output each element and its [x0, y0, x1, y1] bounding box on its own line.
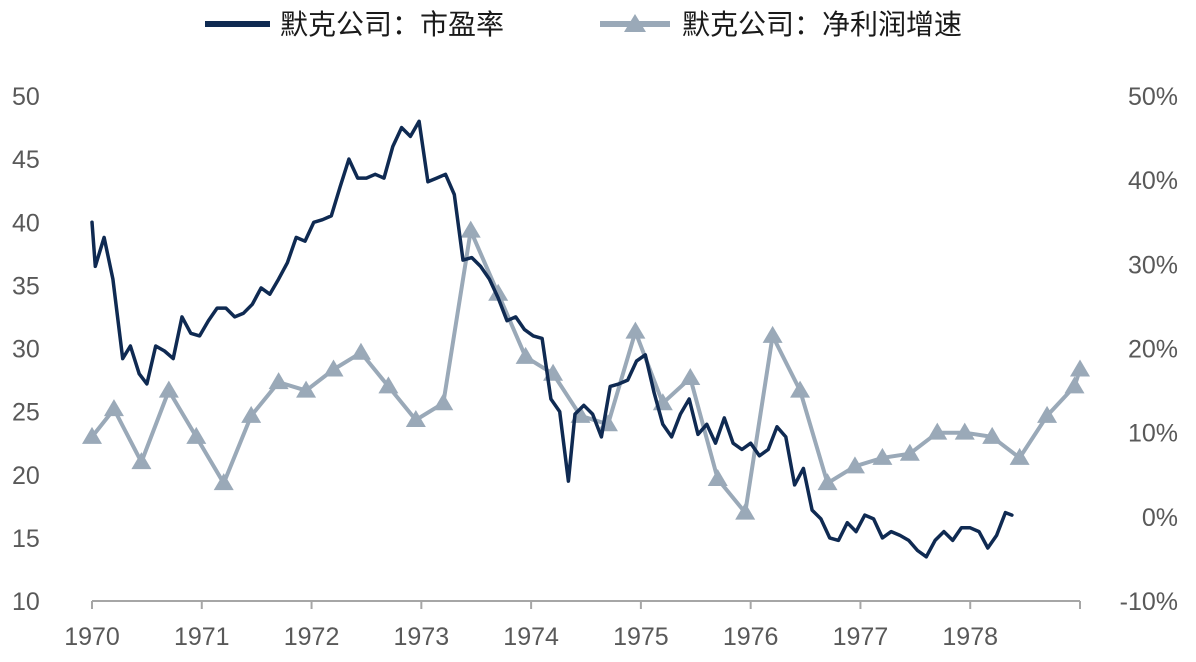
x-tick-label: 1975 [613, 623, 669, 651]
growth-point [103, 399, 124, 417]
growth-point [707, 468, 728, 486]
growth-point [323, 359, 344, 377]
growth-point [378, 376, 399, 394]
growth-point [460, 220, 481, 238]
growth-point [982, 426, 1003, 444]
growth-point [817, 473, 838, 491]
growth-point [82, 426, 102, 444]
growth-point [1070, 359, 1090, 377]
y-right-tick-label: 0% [1142, 504, 1178, 532]
x-tick-label: 1973 [394, 623, 450, 651]
growth-point [515, 346, 536, 364]
growth-point [1009, 447, 1030, 465]
y-left-tick-label: 30 [12, 336, 40, 364]
x-axis: 1970 1971 1972 1973 1974 1975 1976 1977 1978 [64, 601, 1081, 651]
x-tick-label: 1970 [64, 623, 120, 651]
y-right-tick-label: -10% [1120, 588, 1178, 616]
growth-point [350, 342, 371, 360]
y-right-tick-label: 30% [1128, 251, 1178, 279]
growth-point [680, 367, 701, 385]
x-tick-label: 1976 [723, 623, 779, 651]
legend-item-pe: 默克公司：市盈率 [205, 8, 504, 41]
y-right-tick-label: 20% [1128, 336, 1178, 364]
x-tick-label: 1971 [174, 623, 230, 651]
growth-point [872, 447, 893, 465]
legend-label-growth: 默克公司：净利润增速 [682, 8, 962, 41]
y-right-tick-label: 50% [1128, 83, 1178, 111]
y-left-tick-label: 10 [12, 588, 40, 616]
y-left-tick-label: 45 [12, 146, 40, 174]
y-left-tick-label: 40 [12, 209, 40, 237]
y-axis-left: 10 15 20 25 30 35 40 45 50 [12, 83, 40, 616]
series-line-pe [90, 119, 1014, 559]
growth-point [625, 321, 646, 339]
growth-point [213, 473, 234, 491]
growth-point [488, 283, 509, 301]
y-right-tick-label: 40% [1128, 167, 1178, 195]
growth-point [954, 422, 975, 440]
growth-point [131, 452, 152, 470]
y-left-tick-label: 25 [12, 399, 40, 427]
growth-point [296, 380, 317, 398]
x-tick-label: 1972 [284, 623, 340, 651]
growth-point [158, 380, 179, 398]
x-tick-label: 1978 [942, 623, 998, 651]
growth-point [735, 502, 756, 520]
growth-point [405, 410, 426, 428]
x-tick-label: 1974 [503, 623, 559, 651]
y-left-tick-label: 20 [12, 462, 40, 490]
growth-point [790, 380, 811, 398]
growth-point [241, 405, 262, 423]
plot-area [82, 119, 1090, 559]
growth-point [844, 456, 865, 474]
growth-point [1064, 376, 1085, 394]
growth-point [762, 325, 783, 343]
growth-point [899, 443, 920, 461]
legend-item-growth: 默克公司：净利润增速 [600, 8, 962, 41]
y-left-tick-label: 50 [12, 83, 40, 111]
y-axis-right: -10% 0% 10% 20% 30% 40% 50% [1120, 83, 1178, 616]
y-left-tick-label: 35 [12, 272, 40, 300]
legend-marker-growth-icon [624, 14, 646, 32]
y-right-tick-label: 10% [1128, 420, 1178, 448]
y-left-tick-label: 15 [12, 525, 40, 553]
series-line-growth [90, 228, 1082, 515]
x-tick-label: 1977 [833, 623, 889, 651]
growth-point [268, 372, 289, 390]
legend: 默克公司：市盈率 默克公司：净利润增速 [205, 8, 962, 41]
growth-point [186, 426, 207, 444]
growth-point [927, 422, 948, 440]
growth-point [433, 393, 454, 411]
legend-label-pe: 默克公司：市盈率 [280, 8, 504, 41]
growth-point [1037, 405, 1058, 423]
